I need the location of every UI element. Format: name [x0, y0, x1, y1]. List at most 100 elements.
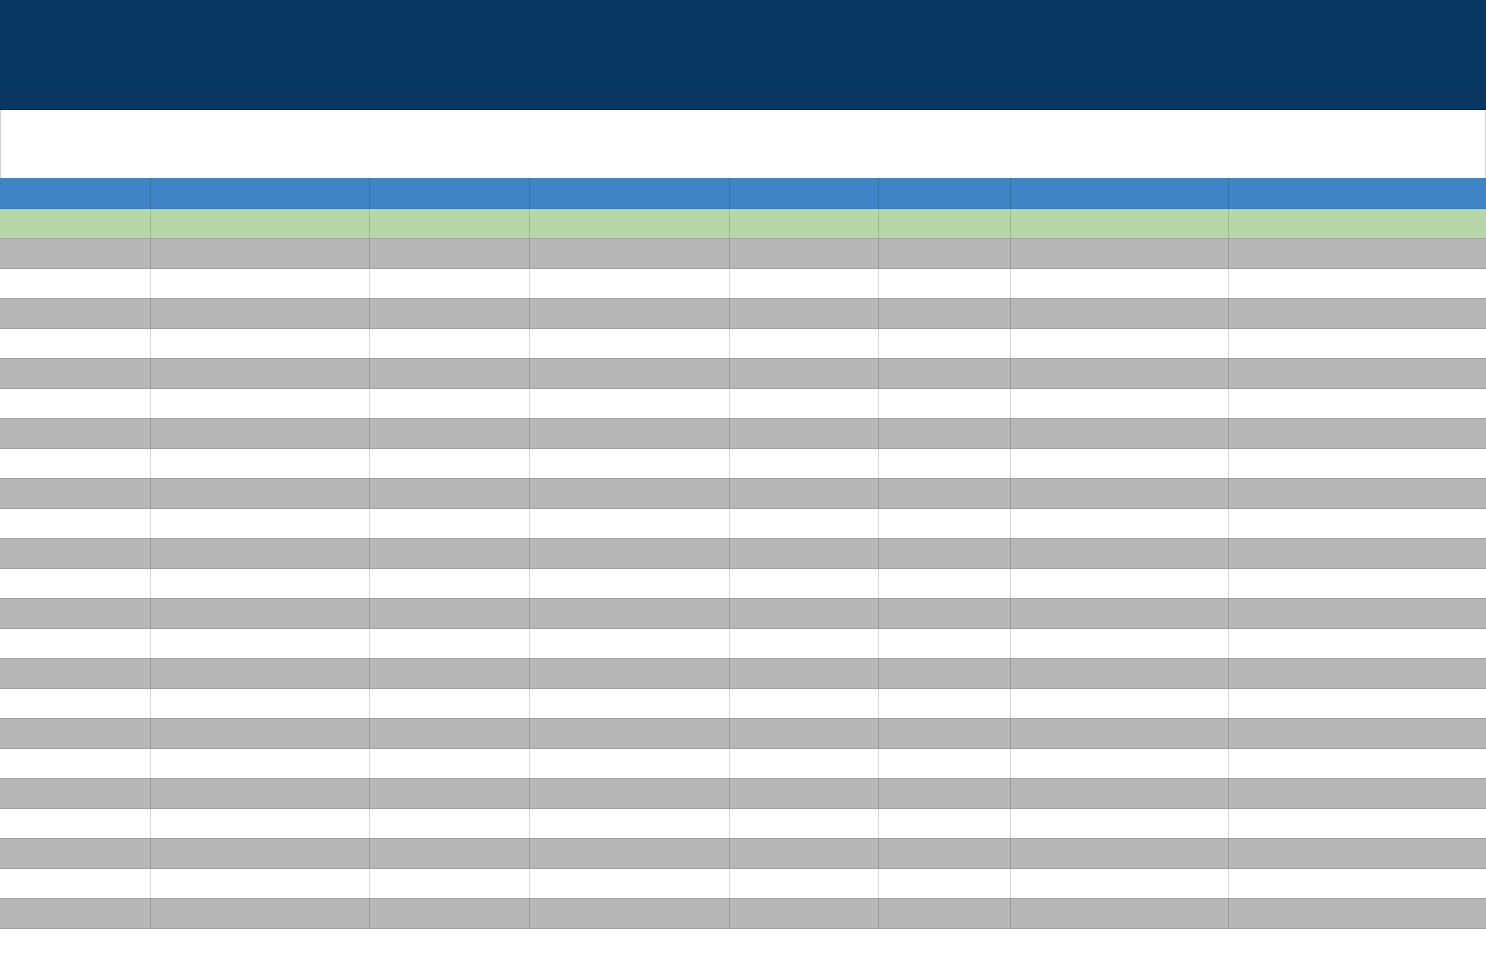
- table-row-cell[interactable]: [369, 748, 530, 779]
- table-row-cell[interactable]: [529, 808, 730, 839]
- table-row-cell[interactable]: [529, 538, 730, 569]
- table-row-cell[interactable]: [878, 568, 1011, 599]
- table-row-cell[interactable]: [1010, 748, 1229, 779]
- table-row-cell[interactable]: [878, 508, 1011, 539]
- sub-header-row-cell[interactable]: [729, 208, 879, 239]
- table-row-cell[interactable]: [369, 688, 530, 719]
- table-row-cell[interactable]: [0, 238, 151, 269]
- table-row-cell[interactable]: [150, 658, 370, 689]
- table-row-cell[interactable]: [529, 298, 730, 329]
- table-row-cell[interactable]: [529, 448, 730, 479]
- table-row-cell[interactable]: [529, 388, 730, 419]
- table-row-cell[interactable]: [0, 718, 151, 749]
- table-row-cell[interactable]: [0, 598, 151, 629]
- table-row-cell[interactable]: [729, 778, 879, 809]
- table-row-cell[interactable]: [1228, 268, 1486, 299]
- table-row-cell[interactable]: [369, 508, 530, 539]
- table-row-cell[interactable]: [878, 358, 1011, 389]
- table-row-cell[interactable]: [1010, 388, 1229, 419]
- header-row-cell[interactable]: [529, 178, 730, 209]
- table-row-cell[interactable]: [1010, 718, 1229, 749]
- table-row-cell[interactable]: [1228, 658, 1486, 689]
- sub-header-row-cell[interactable]: [0, 208, 151, 239]
- header-row-cell[interactable]: [878, 178, 1011, 209]
- table-row-cell[interactable]: [878, 268, 1011, 299]
- table-row-cell[interactable]: [878, 658, 1011, 689]
- table-row-cell[interactable]: [1228, 718, 1486, 749]
- table-row-cell[interactable]: [369, 238, 530, 269]
- table-row-cell[interactable]: [369, 268, 530, 299]
- table-row-cell[interactable]: [0, 748, 151, 779]
- table-row-cell[interactable]: [369, 658, 530, 689]
- table-row-cell[interactable]: [529, 658, 730, 689]
- table-row-cell[interactable]: [369, 358, 530, 389]
- table-row-cell[interactable]: [529, 268, 730, 299]
- table-row-cell[interactable]: [369, 298, 530, 329]
- table-row-cell[interactable]: [1228, 568, 1486, 599]
- header-row-cell[interactable]: [729, 178, 879, 209]
- table-row-cell[interactable]: [369, 598, 530, 629]
- table-row-cell[interactable]: [369, 868, 530, 899]
- table-row-cell[interactable]: [878, 328, 1011, 359]
- table-row-cell[interactable]: [0, 478, 151, 509]
- table-row-cell[interactable]: [150, 358, 370, 389]
- table-row-cell[interactable]: [1010, 658, 1229, 689]
- table-row-cell[interactable]: [1010, 298, 1229, 329]
- table-row-cell[interactable]: [729, 328, 879, 359]
- table-row-cell[interactable]: [878, 868, 1011, 899]
- table-row-cell[interactable]: [529, 838, 730, 869]
- table-row-cell[interactable]: [729, 628, 879, 659]
- sub-header-row-cell[interactable]: [529, 208, 730, 239]
- table-row-cell[interactable]: [0, 628, 151, 659]
- table-row-cell[interactable]: [878, 838, 1011, 869]
- table-row-cell[interactable]: [1228, 898, 1486, 929]
- table-row-cell[interactable]: [0, 568, 151, 599]
- table-row-cell[interactable]: [150, 808, 370, 839]
- table-row-cell[interactable]: [529, 898, 730, 929]
- table-row-cell[interactable]: [0, 688, 151, 719]
- table-row-cell[interactable]: [0, 448, 151, 479]
- table-row-cell[interactable]: [878, 298, 1011, 329]
- table-row-cell[interactable]: [0, 508, 151, 539]
- table-row-cell[interactable]: [150, 448, 370, 479]
- table-row-cell[interactable]: [1010, 568, 1229, 599]
- table-row-cell[interactable]: [0, 838, 151, 869]
- table-row-cell[interactable]: [1228, 808, 1486, 839]
- table-row-cell[interactable]: [878, 448, 1011, 479]
- table-row-cell[interactable]: [1010, 868, 1229, 899]
- table-row-cell[interactable]: [729, 718, 879, 749]
- table-row-cell[interactable]: [150, 388, 370, 419]
- table-row-cell[interactable]: [369, 568, 530, 599]
- table-row-cell[interactable]: [369, 808, 530, 839]
- table-row-cell[interactable]: [1228, 478, 1486, 509]
- table-row-cell[interactable]: [529, 718, 730, 749]
- table-row-cell[interactable]: [729, 808, 879, 839]
- table-row-cell[interactable]: [1228, 868, 1486, 899]
- table-row-cell[interactable]: [0, 418, 151, 449]
- table-row-cell[interactable]: [1228, 538, 1486, 569]
- table-row-cell[interactable]: [0, 358, 151, 389]
- table-row-cell[interactable]: [729, 838, 879, 869]
- table-row-cell[interactable]: [1228, 598, 1486, 629]
- table-row-cell[interactable]: [529, 478, 730, 509]
- header-row-cell[interactable]: [0, 178, 151, 209]
- table-row-cell[interactable]: [369, 448, 530, 479]
- table-row-cell[interactable]: [0, 268, 151, 299]
- table-row-cell[interactable]: [369, 418, 530, 449]
- table-row-cell[interactable]: [729, 298, 879, 329]
- table-row-cell[interactable]: [150, 688, 370, 719]
- table-row-cell[interactable]: [878, 898, 1011, 929]
- table-row-cell[interactable]: [878, 718, 1011, 749]
- table-row-cell[interactable]: [878, 418, 1011, 449]
- table-row-cell[interactable]: [150, 328, 370, 359]
- table-row-cell[interactable]: [369, 388, 530, 419]
- table-row-cell[interactable]: [529, 688, 730, 719]
- table-row-cell[interactable]: [729, 448, 879, 479]
- table-row-cell[interactable]: [729, 268, 879, 299]
- table-row-cell[interactable]: [1010, 898, 1229, 929]
- table-row-cell[interactable]: [1010, 778, 1229, 809]
- table-row-cell[interactable]: [878, 778, 1011, 809]
- table-row-cell[interactable]: [1228, 508, 1486, 539]
- table-row-cell[interactable]: [878, 598, 1011, 629]
- table-row-cell[interactable]: [150, 748, 370, 779]
